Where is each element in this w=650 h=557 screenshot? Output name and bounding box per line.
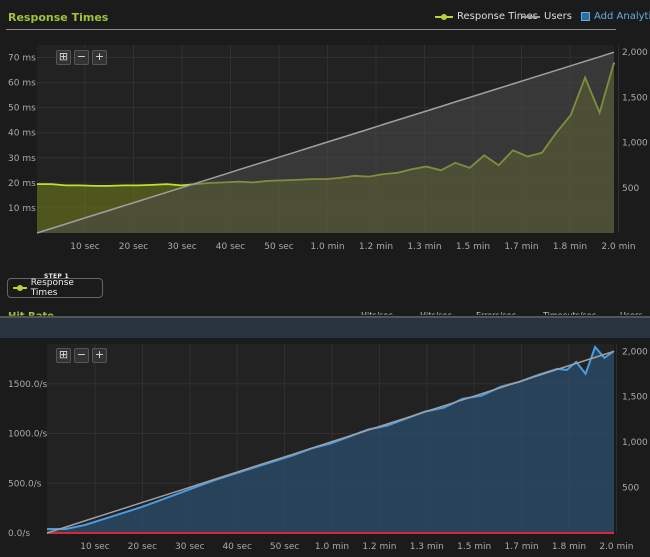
series-area-hits-sec <box>47 347 614 533</box>
x-tick-label: 40 sec <box>216 242 246 252</box>
overlay-band <box>0 318 650 338</box>
y-right-tick-label: 1,000 <box>622 438 648 448</box>
step-response-times-button[interactable]: Response Times <box>7 278 103 298</box>
x-tick-label: 1.5 min <box>457 542 491 552</box>
legend-line-marker <box>404 314 416 315</box>
legend-label: Timeouts/sec <box>543 311 596 315</box>
y-left-tick-label: 30 ms <box>8 154 36 164</box>
series-line-users <box>46 350 615 534</box>
x-tick-label: 1.8 min <box>553 242 587 252</box>
fit-icon[interactable]: ⊞ <box>56 348 71 363</box>
x-tick-label: 1.3 min <box>407 242 441 252</box>
add-analytics-icon <box>581 12 590 21</box>
x-tick-label: 1.7 min <box>504 242 538 252</box>
chart1-zoom-controls: ⊞ − + <box>56 50 107 65</box>
x-tick-label: 20 sec <box>119 242 149 252</box>
y-right-tick-label: 500 <box>622 184 639 194</box>
zoom-out-button[interactable]: − <box>74 348 89 363</box>
x-tick-label: 10 sec <box>80 542 110 552</box>
x-tick-label: 50 sec <box>264 242 294 252</box>
y-left-tick-label: 1000.0/s <box>8 430 48 440</box>
legend2-hits-blue[interactable]: Hits/sec <box>404 311 452 315</box>
y-right-tick-label: 1,500 <box>622 393 648 403</box>
overlay-shadow <box>0 316 650 318</box>
x-tick-label: 50 sec <box>270 542 300 552</box>
fit-icon[interactable]: ⊞ <box>56 50 71 65</box>
legend2-timeouts[interactable]: Timeouts/sec <box>527 311 596 315</box>
x-tick-label: 1.0 min <box>315 542 349 552</box>
x-tick-label: 2.0 min <box>599 542 633 552</box>
y-left-tick-label: 70 ms <box>8 54 36 64</box>
chart2-zoom-controls: ⊞ − + <box>56 348 107 363</box>
x-tick-label: 1.3 min <box>410 542 444 552</box>
y-left-tick-label: 10 ms <box>8 204 36 214</box>
response-times-title: Response Times <box>8 11 109 24</box>
y-left-tick-label: 1500.0/s <box>8 380 48 390</box>
step-button-label: Response Times <box>30 278 74 298</box>
x-tick-label: 1.2 min <box>359 242 393 252</box>
x-tick-label: 40 sec <box>222 542 252 552</box>
legend-response-times[interactable]: Response Times <box>435 11 538 22</box>
zoom-out-button[interactable]: − <box>74 50 89 65</box>
x-tick-label: 30 sec <box>175 542 205 552</box>
y-left-tick-label: 500.0/s <box>8 479 42 489</box>
legend-line-marker <box>435 13 453 20</box>
step-label: STEP 1 <box>44 273 69 280</box>
header-divider <box>6 29 616 30</box>
y-left-tick-label: 20 ms <box>8 179 36 189</box>
x-tick-label: 2.0 min <box>601 242 635 252</box>
series-line-users <box>36 51 615 234</box>
y-left-tick-label: 60 ms <box>8 79 36 89</box>
legend-label: Hits/sec <box>361 311 393 315</box>
y-right-tick-label: 1,500 <box>622 93 648 103</box>
zoom-in-button[interactable]: + <box>92 348 107 363</box>
y-right-tick-label: 2,000 <box>622 48 648 58</box>
legend-label: Users <box>620 311 642 315</box>
legend-line-marker <box>522 15 540 18</box>
y-left-tick-label: 40 ms <box>8 129 36 139</box>
x-tick-label: 1.8 min <box>552 542 586 552</box>
y-left-tick-label: 0.0/s <box>8 529 30 539</box>
legend2-users[interactable]: Users <box>604 311 642 315</box>
x-tick-label: 20 sec <box>128 542 158 552</box>
legend2-errors[interactable]: Errors/sec <box>460 311 516 315</box>
y-right-tick-label: 2,000 <box>622 347 648 357</box>
x-tick-label: 10 sec <box>70 242 100 252</box>
legend-users[interactable]: Users <box>522 11 572 22</box>
x-tick-label: 1.0 min <box>310 242 344 252</box>
legend-line-marker <box>604 314 616 315</box>
legend-line-marker <box>460 314 472 315</box>
legend-line-marker <box>345 314 357 315</box>
y-left-tick-label: 50 ms <box>8 104 36 114</box>
response-times-chart: 10 sec 20 sec 30 sec 40 sec 50 sec 1.0 min 1.2… <box>8 45 648 252</box>
legend-label: Users <box>544 11 573 22</box>
x-tick-label: 1.7 min <box>505 542 539 552</box>
legend-label: Hits/sec <box>420 311 452 315</box>
legend-label: Errors/sec <box>476 311 516 315</box>
hit-rate-title: Hit Rate <box>8 311 54 316</box>
step-line-marker <box>13 285 27 291</box>
x-tick-label: 30 sec <box>167 242 197 252</box>
legend-label: Response Times <box>457 11 538 22</box>
x-tick-label: 1.2 min <box>362 542 396 552</box>
legend-line-marker <box>527 314 539 315</box>
x-tick-label: 1.5 min <box>456 242 490 252</box>
hit-rate-chart: 10 sec 20 sec 30 sec 40 sec 50 sec 1.0 min 1.2… <box>8 344 648 552</box>
zoom-in-button[interactable]: + <box>92 50 107 65</box>
add-analytics-link[interactable]: Add Analytics <box>581 11 650 22</box>
y-right-tick-label: 1,000 <box>622 139 648 149</box>
y-right-tick-label: 500 <box>622 484 639 494</box>
legend2-hits-green[interactable]: Hits/sec <box>345 311 393 315</box>
